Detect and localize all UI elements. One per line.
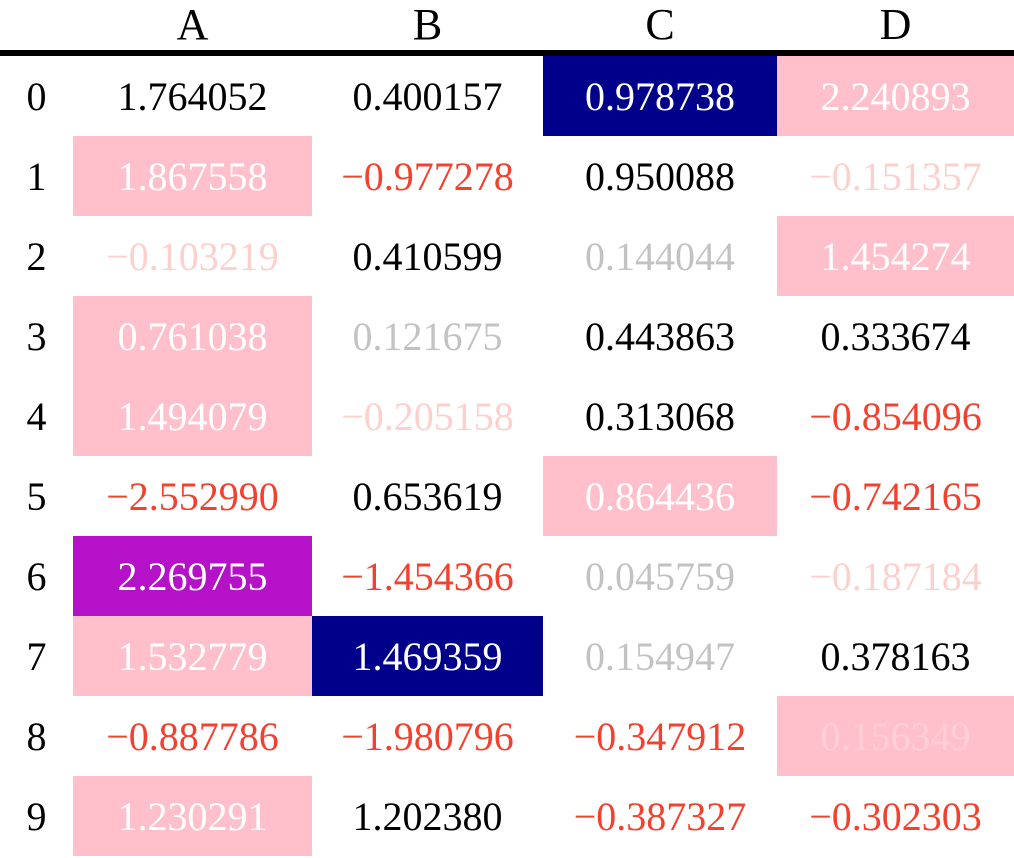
table-cell-2-b: 0.410599	[352, 233, 503, 279]
row-index-label: 5	[0, 456, 73, 536]
table-cell-9-a: 1.230291	[73, 776, 312, 856]
row-index-label: 1	[0, 136, 73, 216]
row-index-label: 8	[0, 696, 73, 776]
table-cell-9-d: −0.302303	[809, 793, 982, 839]
row-index-label: 2	[0, 216, 73, 296]
table-cell-5-a: −2.552990	[106, 473, 279, 519]
table-cell-1-c: 0.950088	[585, 153, 735, 199]
table-header: A B C D	[0, 0, 1014, 56]
table-cell-4-c: 0.313068	[585, 393, 735, 439]
index-corner-cell	[0, 0, 73, 56]
table-row: 4 1.494079 −0.205158 0.313068 −0.854096	[0, 376, 1014, 456]
table-cell-2-d: 1.454274	[777, 216, 1014, 296]
row-index-label: 6	[0, 536, 73, 616]
table-row: 1 1.867558 −0.977278 0.950088 −0.151357	[0, 136, 1014, 216]
table-cell-6-d: −0.187184	[809, 553, 982, 599]
table-cell-0-a: 1.764052	[117, 73, 268, 119]
table-cell-7-b: 1.469359	[312, 616, 543, 696]
table-cell-2-a: −0.103219	[106, 233, 279, 279]
row-index-label: 3	[0, 296, 73, 376]
table-row: 6 2.269755 −1.454366 0.045759 −0.187184	[0, 536, 1014, 616]
row-index-label: 0	[0, 53, 73, 136]
table-cell-3-a: 0.761038	[73, 296, 312, 376]
table-body: 0 1.764052 0.400157 0.978738 2.240893 1 1.8675…	[0, 53, 1014, 856]
row-index-label: 9	[0, 776, 73, 856]
table-row: 2 −0.103219 0.410599 0.144044 1.454274	[0, 216, 1014, 296]
table-row: 9 1.230291 1.202380 −0.387327 −0.302303	[0, 776, 1014, 856]
table-row: 8 −0.887786 −1.980796 −0.347912 0.156349	[0, 696, 1014, 776]
column-header-c: C	[543, 0, 777, 56]
table-cell-1-b: −0.977278	[341, 153, 514, 199]
table-cell-4-b: −0.205158	[341, 393, 514, 439]
table-cell-8-b: −1.980796	[341, 713, 514, 759]
table-cell-6-c: 0.045759	[585, 553, 735, 599]
column-header-a: A	[73, 0, 312, 56]
column-header-b: B	[312, 0, 543, 56]
table-cell-5-c: 0.864436	[543, 456, 777, 536]
table-cell-3-c: 0.443863	[585, 313, 735, 359]
table-cell-2-c: 0.144044	[585, 233, 735, 279]
table-cell-3-d: 0.333674	[820, 313, 971, 359]
table-cell-6-b: −1.454366	[341, 553, 514, 599]
table-cell-7-d: 0.378163	[820, 633, 971, 679]
table-cell-8-c: −0.347912	[573, 713, 747, 759]
table-cell-0-c: 0.978738	[543, 53, 777, 136]
table-cell-9-b: 1.202380	[352, 793, 503, 839]
table-cell-7-c: 0.154947	[585, 633, 735, 679]
column-header-d: D	[777, 0, 1014, 56]
row-index-label: 7	[0, 616, 73, 696]
table-cell-7-a: 1.532779	[73, 616, 312, 696]
table-cell-4-a: 1.494079	[73, 376, 312, 456]
table-cell-4-d: −0.854096	[809, 393, 982, 439]
table-cell-0-d: 2.240893	[777, 53, 1014, 136]
row-index-label: 4	[0, 376, 73, 456]
table-cell-9-c: −0.387327	[573, 793, 747, 839]
table-cell-1-a: 1.867558	[73, 136, 312, 216]
table-cell-8-d: 0.156349	[777, 696, 1014, 776]
table-cell-8-a: −0.887786	[106, 713, 279, 759]
table-row: 0 1.764052 0.400157 0.978738 2.240893	[0, 53, 1014, 136]
table-cell-1-d: −0.151357	[809, 153, 982, 199]
header-row: A B C D	[0, 0, 1014, 56]
table-cell-6-a: 2.269755	[73, 536, 312, 616]
table-row: 3 0.761038 0.121675 0.443863 0.333674	[0, 296, 1014, 376]
table-row: 5 −2.552990 0.653619 0.864436 −0.742165	[0, 456, 1014, 536]
table-row: 7 1.532779 1.469359 0.154947 0.378163	[0, 616, 1014, 696]
table-cell-5-b: 0.653619	[352, 473, 503, 519]
table-cell-3-b: 0.121675	[352, 313, 503, 359]
table-cell-0-b: 0.400157	[352, 73, 503, 119]
table-cell-5-d: −0.742165	[809, 473, 982, 519]
